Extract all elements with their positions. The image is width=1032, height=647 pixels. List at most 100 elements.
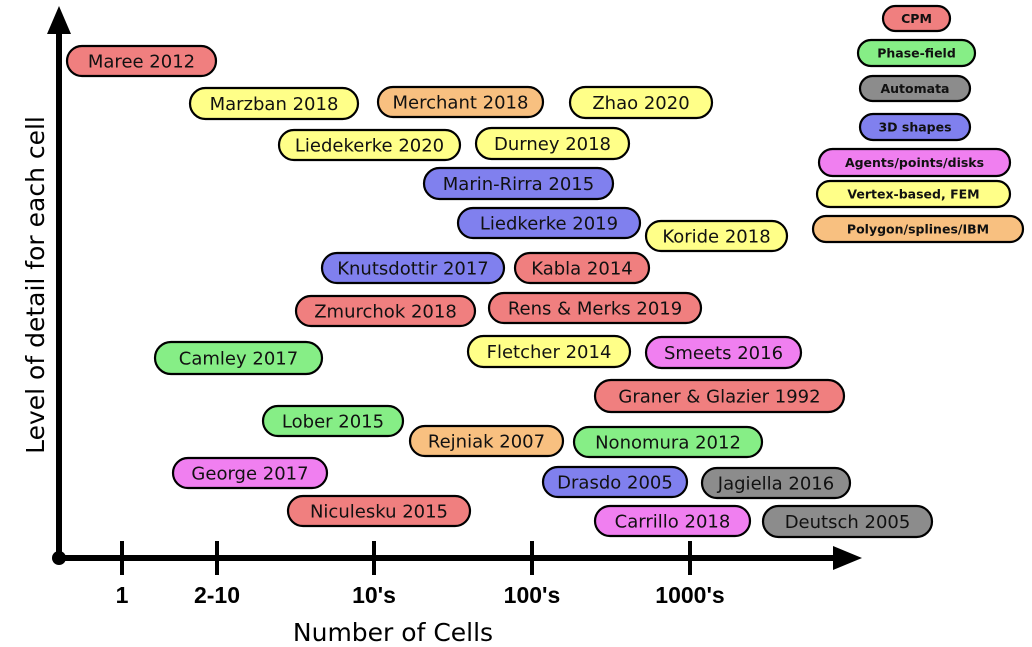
publication-pills: Maree 2012 Marzban 2018 Merchant 2018 Zhao … — [65, 44, 934, 539]
pill-shape — [541, 465, 689, 499]
pill-marzban-2018: Marzban 2018 — [188, 86, 360, 121]
pill-label: Liedekerke 2020 — [295, 135, 444, 156]
pill-knutsdottir-2017: Knutsdottir 2017 — [320, 251, 506, 285]
pill-rejniak-2007: Rejniak 2007 — [408, 424, 565, 458]
legend-shape — [858, 112, 972, 142]
legend-label: Polygon/splines/IBM — [847, 222, 989, 237]
legend-3d-shapes: 3D shapes — [858, 112, 972, 142]
legend-automata: Automata — [858, 74, 972, 103]
x-tick-label-1000-s: 1000's — [655, 582, 724, 608]
x-axis-title: Number of Cells — [293, 618, 493, 647]
pill-drasdo-2005: Drasdo 2005 — [541, 465, 689, 499]
pill-label: Liedkerke 2019 — [480, 213, 618, 234]
pill-niculesku-2015: Niculesku 2015 — [286, 494, 472, 528]
pill-shape — [408, 424, 565, 458]
x-tick-label-10-s: 10's — [352, 582, 396, 608]
pill-graner-glazier-1992: Graner & Glazier 1992 — [593, 378, 846, 414]
legend-agents-points-disks: Agents/points/disks — [817, 147, 1012, 178]
y-axis-arrowhead — [47, 6, 71, 34]
pill-kabla-2014: Kabla 2014 — [513, 251, 651, 285]
pill-shape — [456, 206, 642, 240]
pill-shape — [294, 294, 477, 328]
pill-shape — [261, 404, 405, 438]
x-ticks — [120, 541, 692, 575]
x-tick-label-1: 1 — [116, 582, 129, 608]
pill-shape — [572, 425, 764, 459]
pill-shape — [487, 291, 703, 325]
legend-shape — [881, 4, 952, 33]
pill-rens-merks-2019: Rens & Merks 2019 — [487, 291, 703, 325]
pill-marin-rirra-2015: Marin-Rirra 2015 — [422, 166, 615, 201]
pill-label: Niculesku 2015 — [310, 501, 448, 522]
pill-deutsch-2005: Deutsch 2005 — [761, 504, 934, 539]
pill-label: Carrillo 2018 — [615, 511, 731, 532]
pill-shape — [644, 335, 803, 370]
pill-label: Zhao 2020 — [592, 93, 689, 114]
legend: CPM Phase-field Automata 3D shapes Agents/po… — [811, 4, 1025, 244]
pill-label: Zmurchok 2018 — [314, 301, 457, 322]
pill-label: Nonomura 2012 — [595, 432, 741, 453]
pill-durney-2018: Durney 2018 — [474, 126, 631, 161]
x-tick-label-100-s: 100's — [504, 582, 561, 608]
legend-shape — [811, 214, 1025, 244]
pill-shape — [277, 128, 462, 162]
legend-label: Agents/points/disks — [845, 155, 984, 170]
x-axis-arrowhead — [833, 546, 862, 570]
pill-shape — [474, 126, 631, 161]
legend-shape — [817, 147, 1012, 178]
pill-label: George 2017 — [191, 463, 308, 484]
pill-label: Durney 2018 — [494, 134, 611, 155]
legend-cpm: CPM — [881, 4, 952, 33]
pill-shape — [593, 378, 846, 414]
y-axis-title: Level of detail for each cell — [21, 116, 50, 454]
pill-liedkerke-2019: Liedkerke 2019 — [456, 206, 642, 240]
pill-merchant-2018: Merchant 2018 — [376, 85, 545, 119]
pill-label: Smeets 2016 — [664, 343, 783, 364]
axes — [47, 6, 862, 570]
legend-shape — [815, 179, 1012, 209]
pill-smeets-2016: Smeets 2016 — [644, 335, 803, 370]
pill-camley-2017: Camley 2017 — [153, 340, 324, 376]
legend-label: Automata — [880, 81, 949, 96]
legend-shape — [856, 38, 977, 68]
pill-fletcher-2014: Fletcher 2014 — [466, 334, 632, 369]
pill-nonomura-2012: Nonomura 2012 — [572, 425, 764, 459]
pill-koride-2018: Koride 2018 — [644, 219, 789, 253]
pill-maree-2012: Maree 2012 — [65, 44, 218, 78]
pill-label: Knutsdottir 2017 — [337, 258, 489, 279]
legend-shape — [858, 74, 972, 103]
pill-shape — [593, 504, 752, 538]
pill-label: Koride 2018 — [662, 226, 770, 247]
pill-shape — [644, 219, 789, 253]
pill-shape — [188, 86, 360, 121]
legend-label: CPM — [901, 11, 932, 26]
pill-label: Jagiella 2016 — [717, 473, 834, 494]
pill-shape — [700, 466, 852, 500]
pill-liedekerke-2020: Liedekerke 2020 — [277, 128, 462, 162]
pill-label: Merchant 2018 — [393, 92, 529, 113]
legend-polygon-splines-ibm: Polygon/splines/IBM — [811, 214, 1025, 244]
pill-shape — [376, 85, 545, 119]
x-tick-label-2-10: 2-10 — [194, 582, 240, 608]
pill-label: Fletcher 2014 — [487, 342, 612, 363]
pill-zmurchok-2018: Zmurchok 2018 — [294, 294, 477, 328]
pill-label: Maree 2012 — [88, 51, 195, 72]
pill-shape — [286, 494, 472, 528]
pill-label: Deutsch 2005 — [785, 512, 911, 533]
pill-shape — [153, 340, 324, 376]
pill-label: Marin-Rirra 2015 — [443, 174, 594, 195]
pill-label: Marzban 2018 — [210, 94, 339, 115]
pill-shape — [466, 334, 632, 369]
pill-shape — [513, 251, 651, 285]
legend-vertex-based-fem: Vertex-based, FEM — [815, 179, 1012, 209]
pill-shape — [171, 456, 329, 490]
legend-label: Vertex-based, FEM — [847, 187, 979, 202]
pill-shape — [65, 44, 218, 78]
pill-zhao-2020: Zhao 2020 — [568, 85, 714, 120]
pill-label: Kabla 2014 — [531, 258, 633, 279]
legend-label: Phase-field — [877, 46, 956, 61]
pill-label: Graner & Glazier 1992 — [618, 386, 820, 407]
legend-phase-field: Phase-field — [856, 38, 977, 68]
axis-origin-dot — [52, 551, 66, 565]
